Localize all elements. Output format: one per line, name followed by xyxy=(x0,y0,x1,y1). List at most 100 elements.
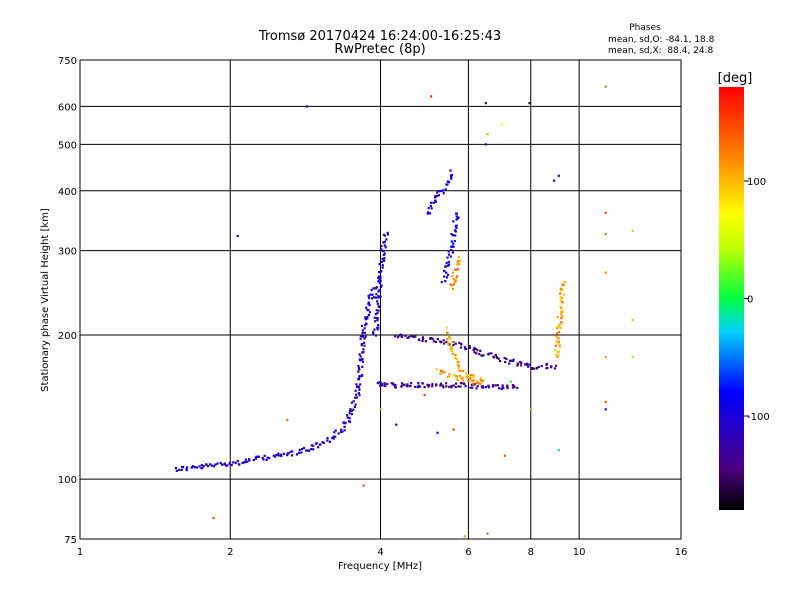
stats-line-o: mean, sd,O: -84.1, 18.8 xyxy=(608,35,715,45)
data-point xyxy=(447,250,450,253)
data-point xyxy=(463,346,466,349)
data-point xyxy=(332,437,335,440)
data-point xyxy=(431,337,434,340)
data-point xyxy=(434,340,437,343)
data-point xyxy=(377,275,381,278)
data-point xyxy=(341,430,344,433)
data-point xyxy=(462,369,465,373)
data-point xyxy=(364,316,367,319)
data-point xyxy=(430,337,433,340)
data-point xyxy=(482,386,485,389)
data-point xyxy=(202,465,205,468)
data-point xyxy=(550,365,553,368)
data-point xyxy=(363,331,366,334)
data-point xyxy=(492,355,495,358)
data-point xyxy=(358,394,361,397)
data-point xyxy=(407,336,410,339)
data-point xyxy=(411,335,414,338)
data-point xyxy=(346,414,349,417)
data-point xyxy=(460,376,463,379)
data-point xyxy=(604,233,607,236)
data-point xyxy=(561,288,564,291)
data-point xyxy=(406,336,409,339)
data-point xyxy=(372,287,375,290)
data-point xyxy=(354,403,357,406)
data-point xyxy=(561,315,564,318)
data-point xyxy=(443,269,446,273)
data-point xyxy=(468,346,471,349)
data-point xyxy=(175,469,178,472)
data-point xyxy=(509,380,513,383)
data-point xyxy=(380,245,383,248)
x-tick-label: 16 xyxy=(675,547,688,558)
data-point xyxy=(557,342,560,345)
data-point xyxy=(374,320,377,323)
data-point xyxy=(488,352,491,355)
data-point xyxy=(315,442,318,445)
data-point xyxy=(382,233,386,236)
y-tick-label: 500 xyxy=(58,140,77,151)
data-point xyxy=(472,374,475,377)
data-point xyxy=(375,309,378,312)
data-point xyxy=(454,234,457,237)
data-point xyxy=(560,310,563,313)
data-point xyxy=(503,356,506,360)
data-point xyxy=(472,382,475,385)
data-point xyxy=(497,357,500,360)
data-point xyxy=(535,367,538,370)
data-point xyxy=(428,384,431,387)
data-point xyxy=(439,340,442,343)
data-point xyxy=(263,454,266,457)
data-point xyxy=(182,466,185,469)
data-point xyxy=(298,451,301,454)
data-point xyxy=(453,229,456,232)
data-point xyxy=(373,328,376,331)
data-point xyxy=(455,275,459,278)
data-point xyxy=(553,367,556,370)
data-point xyxy=(557,174,560,177)
data-point xyxy=(452,344,455,347)
data-point xyxy=(555,332,559,335)
data-point xyxy=(357,370,360,373)
data-point xyxy=(358,375,361,378)
data-point xyxy=(457,216,460,219)
data-point xyxy=(210,464,213,467)
colorbar-gradient xyxy=(719,87,744,510)
y-tick-label: 75 xyxy=(64,535,77,546)
data-point xyxy=(404,334,407,337)
data-point xyxy=(369,293,372,296)
data-point xyxy=(317,446,320,449)
data-point xyxy=(349,408,352,411)
data-point xyxy=(491,384,495,387)
data-point xyxy=(468,374,471,377)
data-point xyxy=(361,365,364,368)
data-point xyxy=(416,386,419,389)
data-point xyxy=(450,245,453,248)
data-point xyxy=(305,449,308,452)
data-point xyxy=(479,349,482,352)
data-point xyxy=(374,313,377,316)
data-point xyxy=(212,516,215,520)
data-point xyxy=(414,385,417,388)
data-point xyxy=(423,386,426,389)
data-point xyxy=(377,280,380,283)
y-axis-ticks: 75 100 200 300 400 500 600 750 xyxy=(58,56,77,546)
data-point xyxy=(219,461,222,464)
data-point xyxy=(368,304,371,307)
data-point xyxy=(451,341,454,344)
data-point xyxy=(377,324,380,327)
data-point xyxy=(358,388,361,391)
data-point xyxy=(427,211,430,214)
data-point xyxy=(401,384,404,387)
data-point xyxy=(448,373,451,376)
data-point xyxy=(546,366,549,369)
data-point xyxy=(469,377,472,380)
data-point xyxy=(461,380,465,383)
data-point xyxy=(353,405,356,408)
data-point xyxy=(205,463,208,466)
data-point xyxy=(322,441,325,445)
data-point xyxy=(422,337,425,341)
data-point xyxy=(356,385,359,388)
data-point xyxy=(459,346,463,349)
data-point xyxy=(290,454,294,457)
